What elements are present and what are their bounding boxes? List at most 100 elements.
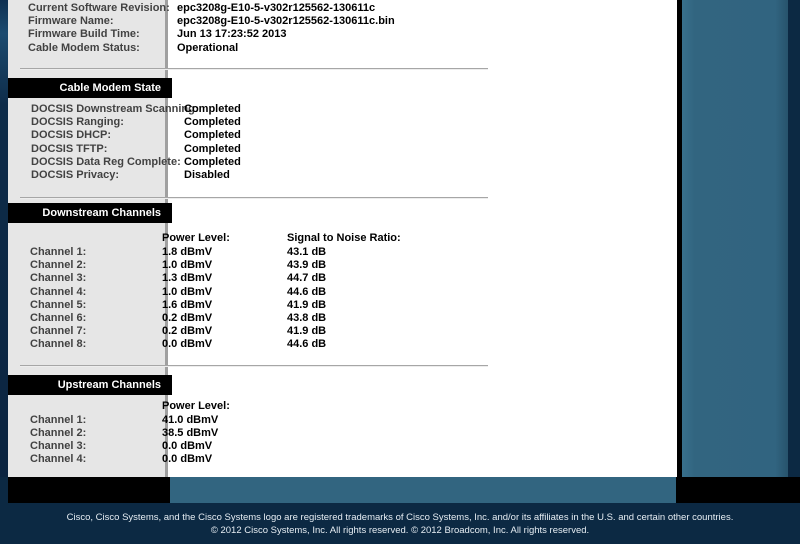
snr-value: 43.9 dB	[287, 259, 327, 272]
row-label: Channel 8:	[30, 338, 87, 351]
row-label: Cable Modem Status:	[28, 41, 140, 54]
table-header-row: Power Level:	[30, 400, 230, 413]
power-level-header: Power Level:	[162, 232, 230, 244]
spacer	[30, 232, 162, 245]
row-value: Operational	[177, 41, 239, 54]
row-value: Completed	[184, 103, 241, 115]
power-value: 1.0 dBmV	[162, 285, 213, 298]
left-edge-strip	[0, 0, 8, 477]
row-label: Channel 3:	[30, 272, 87, 285]
row-label: DOCSIS DHCP:	[31, 129, 112, 142]
power-value: 1.3 dBmV	[162, 272, 213, 285]
row-label: Channel 4:	[30, 453, 87, 466]
row-label: Channel 7:	[30, 325, 87, 338]
row-label: Current Software Revision:	[28, 2, 170, 14]
row-label: DOCSIS Downstream Scanning:	[31, 103, 199, 115]
power-value: 0.0 dBmV	[162, 338, 213, 351]
power-value: 0.2 dBmV	[162, 312, 213, 325]
row-value: Completed	[184, 116, 241, 129]
row-label: Channel 1:	[30, 246, 87, 258]
table-row: DOCSIS TFTP: Completed	[31, 143, 241, 156]
snr-value: 44.7 dB	[287, 272, 327, 285]
separator	[20, 197, 488, 199]
table-row: Channel 1: 41.0 dBmV	[30, 414, 230, 427]
section-header-upstream-channels: Upstream Channels	[8, 375, 172, 395]
snr-value: 43.8 dB	[287, 312, 327, 325]
snr-value: 44.6 dB	[287, 338, 327, 351]
right-teal-column	[682, 0, 788, 477]
row-value: epc3208g-E10-5-v302r125562-130611c.bin	[177, 15, 395, 28]
snr-value: 44.6 dB	[287, 285, 327, 298]
firmware-info-table: Current Software Revision: epc3208g-E10-…	[28, 2, 395, 55]
table-row: DOCSIS Ranging: Completed	[31, 116, 241, 129]
table-row: Channel 5: 1.6 dBmV 41.9 dB	[30, 299, 401, 312]
bottom-band-right	[676, 477, 800, 503]
row-value: epc3208g-E10-5-v302r125562-130611c	[177, 2, 376, 14]
table-row: DOCSIS Privacy: Disabled	[31, 169, 241, 182]
table-row: Channel 1: 1.8 dBmV 43.1 dB	[30, 246, 401, 259]
row-label: Channel 1:	[30, 413, 87, 426]
row-label: DOCSIS TFTP:	[31, 142, 108, 155]
footer-copyright-line: © 2012 Cisco Systems, Inc. All rights re…	[210, 524, 590, 536]
row-label: DOCSIS Data Reg Complete:	[31, 155, 181, 168]
snr-value: 41.9 dB	[287, 325, 327, 338]
table-row: Channel 7: 0.2 dBmV 41.9 dB	[30, 325, 401, 338]
power-value: 0.0 dBmV	[162, 453, 213, 466]
content-right-divider	[677, 0, 682, 477]
table-row: DOCSIS DHCP: Completed	[31, 129, 241, 142]
table-row: Channel 8: 0.0 dBmV 44.6 dB	[30, 338, 401, 351]
bottom-band-middle	[170, 477, 676, 503]
table-row: DOCSIS Downstream Scanning: Completed	[31, 103, 241, 116]
spacer	[30, 400, 162, 413]
snr-value: 43.1 dB	[287, 246, 327, 258]
row-value: Completed	[184, 155, 241, 168]
power-value: 38.5 dBmV	[162, 426, 219, 439]
table-row: Firmware Name: epc3208g-E10-5-v302r12556…	[28, 15, 395, 28]
table-row: Channel 4: 0.0 dBmV	[30, 453, 230, 466]
table-header-row: Power Level: Signal to Noise Ratio:	[30, 232, 401, 245]
power-value: 0.0 dBmV	[162, 440, 213, 453]
row-value: Disabled	[184, 169, 230, 182]
docsis-state-table: DOCSIS Downstream Scanning: Completed DO…	[31, 103, 241, 182]
row-label: Channel 2:	[30, 426, 87, 439]
row-value: Completed	[184, 142, 241, 155]
power-value: 1.8 dBmV	[162, 246, 213, 258]
downstream-channels-table: Power Level: Signal to Noise Ratio: Chan…	[30, 232, 401, 352]
table-row: Channel 3: 1.3 dBmV 44.7 dB	[30, 272, 401, 285]
table-row: Firmware Build Time: Jun 13 17:23:52 201…	[28, 28, 395, 41]
table-row: DOCSIS Data Reg Complete: Completed	[31, 156, 241, 169]
table-row: Cable Modem Status: Operational	[28, 42, 395, 55]
bottom-band-left	[8, 477, 170, 503]
table-row: Channel 2: 1.0 dBmV 43.9 dB	[30, 259, 401, 272]
row-label: Channel 2:	[30, 259, 87, 272]
table-row: Channel 4: 1.0 dBmV 44.6 dB	[30, 286, 401, 299]
row-value: Completed	[184, 129, 241, 142]
row-label: Channel 3:	[30, 440, 87, 453]
upstream-channels-table: Power Level: Channel 1: 41.0 dBmV Channe…	[30, 400, 230, 467]
row-label: DOCSIS Ranging:	[31, 116, 124, 129]
separator	[20, 68, 488, 70]
snr-value: 41.9 dB	[287, 298, 327, 311]
section-header-cable-modem-state: Cable Modem State	[8, 78, 172, 98]
row-value: Jun 13 17:23:52 2013	[177, 28, 287, 41]
power-level-header: Power Level:	[162, 400, 230, 412]
separator	[20, 365, 488, 367]
table-row: Current Software Revision: epc3208g-E10-…	[28, 2, 395, 15]
row-label: Channel 6:	[30, 312, 87, 325]
row-label: DOCSIS Privacy:	[31, 169, 120, 182]
power-value: 0.2 dBmV	[162, 325, 213, 338]
content-panel	[168, 0, 677, 477]
row-label: Channel 4:	[30, 285, 87, 298]
power-value: 1.6 dBmV	[162, 298, 213, 311]
table-row: Channel 6: 0.2 dBmV 43.8 dB	[30, 312, 401, 325]
power-value: 1.0 dBmV	[162, 259, 213, 272]
row-label: Channel 5:	[30, 298, 87, 311]
snr-header: Signal to Noise Ratio:	[287, 232, 401, 244]
row-label: Firmware Name:	[28, 15, 114, 28]
table-row: Channel 3: 0.0 dBmV	[30, 440, 230, 453]
footer-trademark-line: Cisco, Cisco Systems, and the Cisco Syst…	[66, 511, 734, 523]
power-value: 41.0 dBmV	[162, 413, 219, 426]
row-label: Firmware Build Time:	[28, 28, 140, 41]
table-row: Channel 2: 38.5 dBmV	[30, 427, 230, 440]
